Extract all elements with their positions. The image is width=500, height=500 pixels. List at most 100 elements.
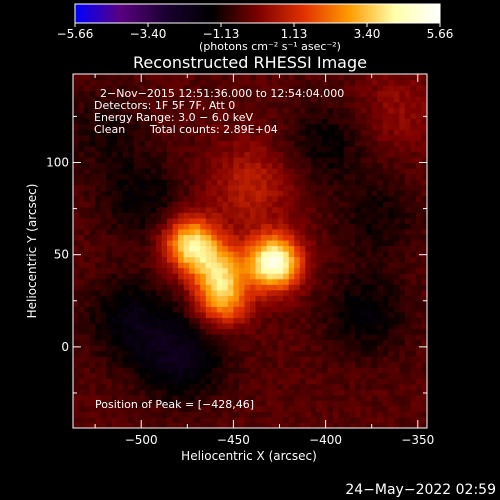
heatmap-cell	[73, 190, 80, 197]
heatmap-cell	[360, 284, 367, 291]
heatmap-cell	[327, 262, 334, 269]
heatmap-cell	[200, 317, 207, 324]
heatmap-cell	[133, 262, 140, 269]
heatmap-cell	[89, 411, 96, 418]
heatmap-cell	[344, 195, 351, 202]
heatmap-cell	[288, 90, 295, 97]
heatmap-cell	[155, 107, 163, 114]
heatmap-cell	[222, 151, 229, 158]
heatmap-cell	[106, 140, 113, 147]
heatmap-cell	[366, 195, 373, 202]
heatmap-cell	[288, 367, 295, 374]
heatmap-cell	[250, 256, 257, 263]
heatmap-cell	[133, 96, 140, 103]
heatmap-cell	[84, 179, 91, 186]
heatmap-cell	[139, 107, 146, 114]
heatmap-cell	[128, 74, 135, 81]
heatmap-cell	[144, 217, 152, 224]
heatmap-cell	[305, 300, 312, 307]
heatmap-cell	[349, 223, 356, 230]
heatmap-cell	[388, 422, 395, 428]
heatmap-cell	[371, 378, 378, 385]
heatmap-cell	[344, 278, 351, 285]
heatmap-cell	[117, 184, 124, 191]
heatmap-cell	[299, 322, 306, 330]
heatmap-cell	[172, 262, 179, 269]
heatmap-cell	[355, 306, 362, 313]
heatmap-cell	[95, 345, 102, 352]
heatmap-cell	[344, 378, 351, 385]
heatmap-cell	[299, 217, 306, 224]
heatmap-cell	[89, 256, 96, 263]
heatmap-cell	[255, 118, 262, 125]
heatmap-cell	[172, 295, 179, 302]
heatmap-cell	[404, 422, 412, 428]
heatmap-cell	[194, 79, 201, 86]
heatmap-cell	[194, 350, 201, 357]
heatmap-cell	[366, 173, 373, 180]
heatmap-cell	[388, 173, 395, 180]
heatmap-cell	[117, 101, 124, 108]
heatmap-cell	[388, 140, 395, 147]
heatmap-cell	[288, 251, 295, 258]
heatmap-cell	[73, 90, 80, 97]
heatmap-cell	[349, 145, 356, 153]
heatmap-cell	[261, 96, 268, 103]
heatmap-cell	[393, 129, 400, 136]
heatmap-cell	[106, 372, 113, 379]
heatmap-cell	[106, 405, 113, 413]
heatmap-cell	[371, 372, 378, 379]
heatmap-cell	[233, 273, 240, 280]
heatmap-cell	[200, 411, 207, 418]
heatmap-cell	[277, 295, 284, 302]
heatmap-cell	[227, 306, 235, 313]
heatmap-cell	[144, 212, 152, 219]
heatmap-cell	[211, 212, 218, 219]
heatmap-cell	[172, 201, 179, 208]
heatmap-cell	[266, 151, 273, 158]
heatmap-cell	[222, 234, 229, 241]
heatmap-cell	[200, 168, 207, 175]
heatmap-cell	[194, 101, 201, 108]
heatmap-cell	[349, 317, 356, 324]
heatmap-cell	[338, 328, 345, 335]
heatmap-cell	[122, 79, 129, 86]
heatmap-cell	[84, 129, 91, 136]
heatmap-cell	[244, 234, 251, 241]
heatmap-cell	[238, 311, 246, 318]
heatmap-cell	[272, 90, 279, 97]
heatmap-cell	[344, 239, 351, 247]
heatmap-cell	[128, 262, 135, 269]
heatmap-cell	[211, 239, 218, 247]
heatmap-cell	[277, 140, 284, 147]
heatmap-cell	[172, 74, 179, 81]
heatmap-cell	[272, 251, 279, 258]
heatmap-cell	[122, 289, 129, 296]
heatmap-cell	[371, 322, 378, 330]
heatmap-cell	[238, 156, 246, 164]
heatmap-cell	[78, 168, 85, 175]
heatmap-cell	[310, 356, 317, 363]
heatmap-cell	[183, 300, 190, 307]
heatmap-cell	[316, 96, 323, 103]
heatmap-cell	[294, 151, 301, 158]
heatmap-cell	[205, 151, 212, 158]
heatmap-cell	[161, 256, 168, 263]
heatmap-cell	[371, 201, 378, 208]
heatmap-cell	[211, 112, 218, 119]
heatmap-cell	[73, 361, 80, 368]
heatmap-cell	[355, 251, 362, 258]
heatmap-cell	[84, 195, 91, 202]
heatmap-cell	[106, 284, 113, 291]
heatmap-cell	[266, 367, 273, 374]
heatmap-cell	[128, 107, 135, 114]
heatmap-cell	[144, 416, 152, 424]
heatmap-cell	[150, 162, 157, 169]
heatmap-cell	[189, 195, 196, 202]
heatmap-cell	[200, 134, 207, 141]
heatmap-cell	[238, 223, 246, 230]
heatmap-cell	[272, 295, 279, 302]
heatmap-cell	[222, 383, 229, 390]
heatmap-cell	[227, 411, 235, 418]
heatmap-cell	[410, 173, 417, 180]
